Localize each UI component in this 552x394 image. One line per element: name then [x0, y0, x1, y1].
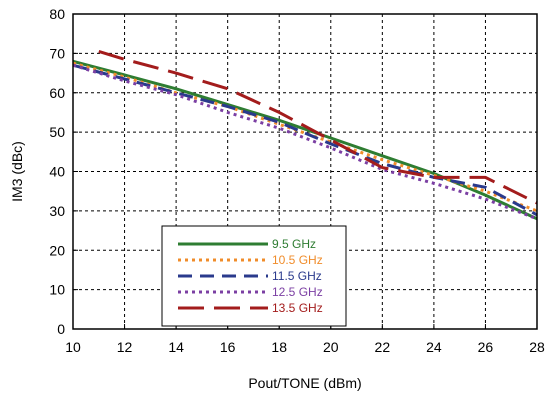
y-tick-label: 30 — [49, 203, 65, 219]
series-line-9-5-ghz — [72, 59, 538, 221]
legend: 9.5 GHz 10.5 GHz 11.5 GHz 12.5 GHz 13.5 GHz — [161, 225, 347, 327]
x-tick-label: 16 — [220, 339, 236, 355]
series-lines — [72, 49, 538, 221]
x-tick-label: 18 — [271, 339, 287, 355]
legend-label: 13.5 GHz — [272, 301, 323, 315]
y-tick-label: 50 — [49, 124, 65, 140]
y-tick-label: 40 — [49, 164, 65, 180]
series-line-13-5-ghz — [98, 49, 538, 205]
x-tick-label: 20 — [323, 339, 339, 355]
y-tick-label: 70 — [49, 45, 65, 61]
y-tick-label: 10 — [49, 282, 65, 298]
y-tick-label: 80 — [49, 6, 65, 22]
y-axis-title: IM3 (dBc) — [9, 141, 25, 202]
x-tick-label: 22 — [375, 339, 391, 355]
x-axis-title: Pout/TONE (dBm) — [248, 375, 361, 391]
series-line-12-5-ghz — [72, 63, 538, 221]
x-tick-label: 28 — [529, 339, 545, 355]
x-tick-label: 24 — [426, 339, 442, 355]
x-tick-label: 14 — [168, 339, 184, 355]
legend-label: 9.5 GHz — [272, 237, 316, 251]
series-line-11-5-ghz — [72, 63, 538, 217]
grid — [73, 14, 537, 329]
y-tick-label: 20 — [49, 242, 65, 258]
legend-label: 12.5 GHz — [272, 285, 323, 299]
legend-label: 11.5 GHz — [272, 269, 322, 283]
x-tick-label: 26 — [478, 339, 494, 355]
x-tick-label: 10 — [65, 339, 81, 355]
y-tick-label: 60 — [49, 85, 65, 101]
legend-label: 10.5 GHz — [272, 253, 323, 267]
x-tick-label: 12 — [117, 339, 133, 355]
y-tick-label: 0 — [57, 321, 65, 337]
